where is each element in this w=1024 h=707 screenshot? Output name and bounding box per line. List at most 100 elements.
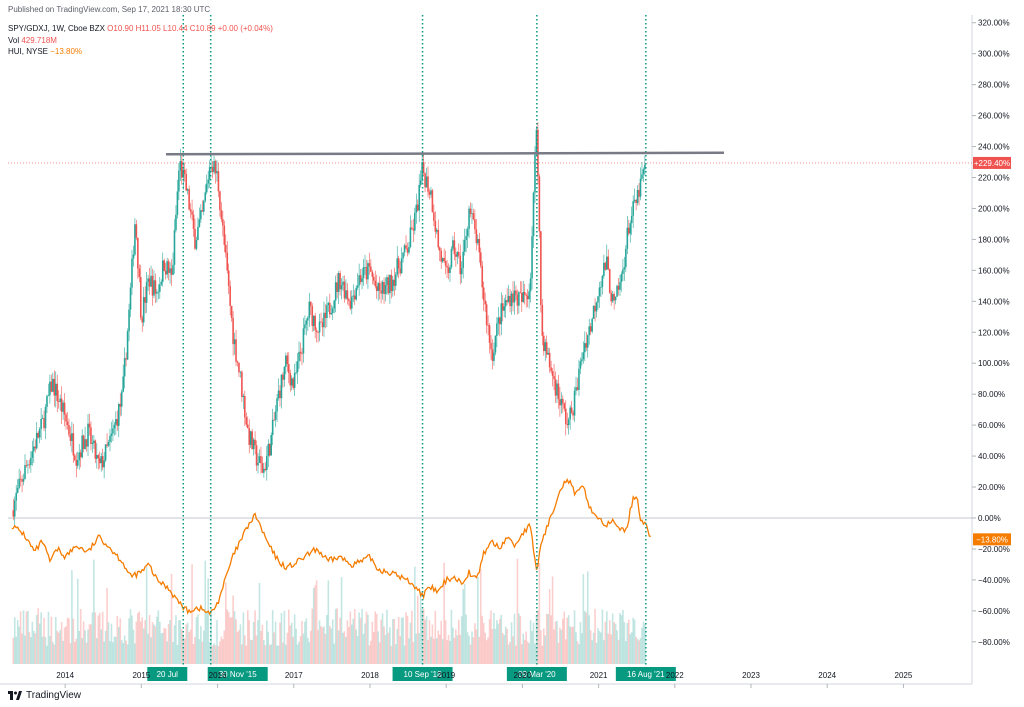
volume-bar: [345, 637, 347, 664]
candle-body: [441, 257, 444, 262]
candle-body: [166, 261, 168, 275]
volume-bar: [444, 620, 447, 664]
candle-body: [393, 279, 396, 286]
candle-body: [107, 441, 110, 446]
candle-body: [348, 299, 350, 302]
volume-bar: [107, 622, 110, 664]
candle-body: [337, 273, 340, 292]
volume-bar: [584, 610, 586, 664]
volume-bar: [63, 627, 66, 664]
volume-bar: [564, 639, 567, 664]
volume-bar: [488, 619, 491, 664]
candle-body: [349, 301, 352, 309]
candle-body: [222, 219, 224, 226]
candle-body: [93, 440, 95, 443]
candle-body: [217, 171, 220, 192]
candle-body: [525, 294, 527, 296]
candle-body: [548, 352, 551, 368]
candle-body: [507, 295, 510, 302]
candle-body: [224, 244, 227, 253]
candle-body: [626, 227, 629, 249]
volume-bar: [633, 619, 636, 664]
candle-body: [293, 372, 296, 388]
candle-body: [578, 368, 580, 390]
volume-bar: [37, 608, 39, 664]
volume-bar: [283, 610, 286, 664]
candle-body: [28, 464, 31, 466]
candle-body: [82, 435, 85, 449]
candle-body: [506, 300, 508, 302]
candle-body: [598, 287, 601, 297]
volume-bar: [427, 639, 429, 664]
candle-body: [340, 284, 343, 290]
candle-body: [370, 266, 372, 272]
candle-body: [148, 278, 151, 287]
volume-bar: [65, 626, 67, 664]
volume-bar: [573, 610, 576, 664]
volume-bar: [547, 614, 549, 664]
candle-body: [145, 282, 148, 303]
candle-body: [538, 176, 541, 232]
candle-body: [264, 468, 267, 471]
marker-label: 16 Aug '21: [627, 670, 665, 679]
volume-bar: [380, 619, 382, 664]
volume-bar: [504, 626, 507, 664]
volume-bar: [18, 626, 20, 664]
volume-bar: [430, 636, 432, 664]
candle-body: [50, 381, 53, 392]
hui-label: HUI, NYSE: [8, 47, 49, 56]
volume-bar: [390, 645, 393, 664]
volume-bar: [172, 642, 174, 664]
candle-body: [254, 439, 256, 446]
candle-body: [214, 161, 217, 174]
volume-bar: [59, 629, 61, 664]
y-tick-label: −40.00%: [978, 576, 1010, 585]
candle-body: [200, 210, 202, 220]
candle-body: [342, 281, 344, 285]
volume-bar: [545, 613, 548, 664]
candle-body: [18, 478, 20, 488]
candle-body: [101, 456, 104, 468]
candle-body: [434, 220, 437, 232]
tradingview-logo[interactable]: TradingView: [8, 690, 81, 701]
candle-body: [90, 427, 92, 444]
volume-bar: [355, 629, 358, 664]
volume-bar: [205, 612, 208, 664]
candle-body: [295, 372, 297, 373]
volume-bar: [333, 643, 336, 664]
volume-bar: [494, 628, 497, 664]
volume-bar: [115, 636, 117, 664]
volume-bar: [145, 567, 148, 664]
volume-bar: [128, 618, 130, 664]
candle-body: [117, 403, 120, 426]
volume-bar: [607, 633, 610, 664]
y-tick-label: 220.00%: [978, 174, 1010, 183]
volume-bar: [52, 641, 54, 664]
volume-bar: [434, 610, 437, 664]
volume-bar: [614, 623, 617, 664]
candle-body: [622, 269, 624, 274]
volume-bar: [627, 619, 630, 664]
candle-body: [138, 268, 141, 278]
candle-body: [540, 231, 542, 305]
volume-bar: [317, 629, 319, 664]
candle-body: [620, 273, 623, 283]
volume-bar: [496, 620, 498, 664]
candle-body: [315, 330, 318, 332]
volume-bar: [482, 622, 485, 664]
candle-body: [386, 277, 388, 285]
volume-bar: [463, 584, 466, 664]
candle-body: [173, 230, 176, 265]
candle-body: [129, 287, 132, 310]
candle-body: [150, 275, 152, 287]
volume-bar: [25, 611, 28, 664]
volume-bar: [362, 633, 365, 664]
volume-bar: [44, 637, 47, 664]
volume-bar: [544, 635, 547, 664]
candle-body: [116, 419, 119, 426]
candle-body: [60, 398, 63, 412]
volume-bar: [167, 624, 170, 664]
volume-bar: [224, 582, 227, 664]
volume-bar: [112, 642, 114, 664]
